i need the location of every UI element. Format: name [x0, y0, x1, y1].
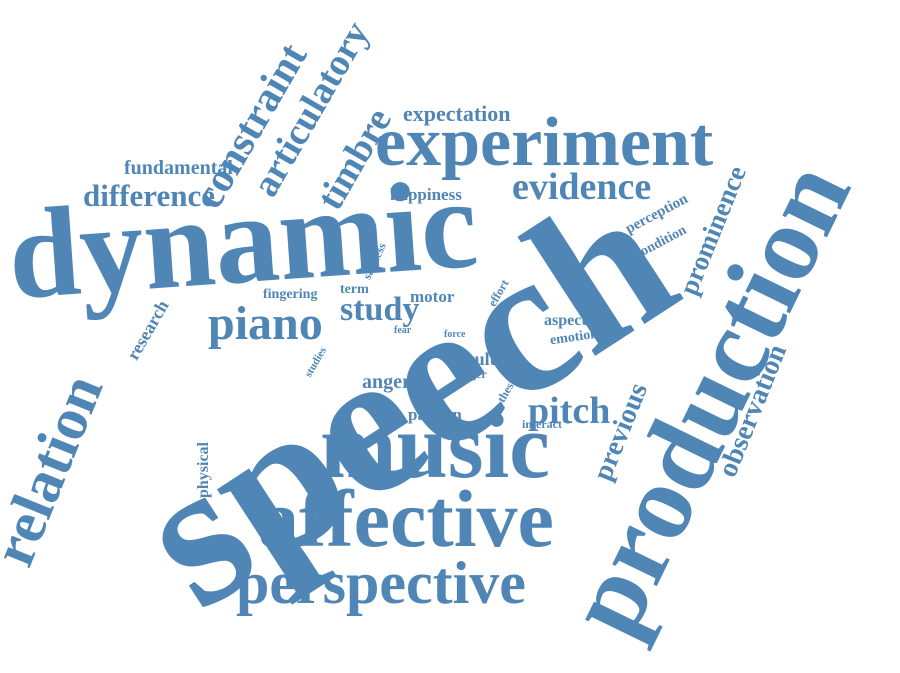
word-aspect: aspect [544, 312, 587, 329]
word-experiment: experiment [375, 104, 714, 181]
word-pattern: pattern [408, 405, 462, 424]
word-interact: interact [522, 417, 562, 431]
word-term: term [340, 282, 369, 297]
word-force: force [444, 329, 466, 340]
word-expectation: expectation [403, 101, 511, 126]
word-result: result [452, 349, 496, 369]
word-physical: physical [195, 441, 213, 499]
word-fundamental: fundamental [124, 157, 233, 179]
word-affective: affective [258, 473, 554, 564]
word-happiness: happiness [390, 185, 462, 204]
word-finger: finger [456, 367, 487, 381]
word-fingering: fingering [263, 287, 318, 302]
word-music: music [320, 395, 550, 497]
word-pitch: pitch [528, 390, 611, 432]
word-fear: fear [394, 325, 412, 336]
word-piano: piano [208, 297, 323, 350]
word-relation: relation [0, 365, 116, 575]
word-anger: anger [362, 371, 411, 393]
word-perspective: perspective [236, 550, 526, 616]
word-study: study [340, 291, 420, 328]
word-difference: difference [83, 178, 215, 213]
word-motor: motor [410, 287, 455, 306]
word-evidence: evidence [512, 166, 652, 208]
